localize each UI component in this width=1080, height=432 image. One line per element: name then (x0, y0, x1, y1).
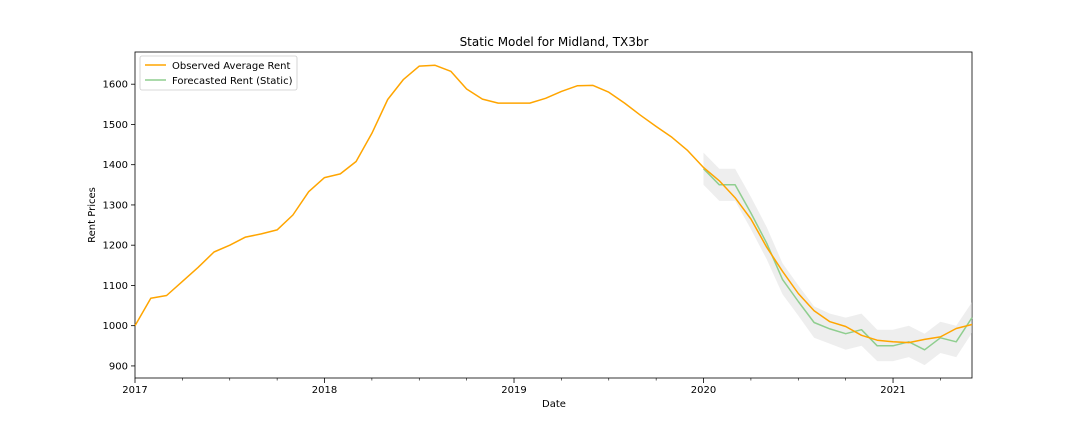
x-axis: 2017 2018 2019 2020 2021 (122, 378, 941, 396)
series-layer (134, 64, 973, 351)
x-tick-label: 2021 (880, 385, 905, 396)
y-tick-label: 900 (109, 361, 128, 372)
y-tick-label: 1200 (103, 241, 128, 252)
chart-title: Static Model for Midland, TX3br (460, 35, 649, 49)
y-axis: 900 1000 1100 1200 1300 1400 1500 1600 (103, 80, 135, 372)
y-tick-label: 1300 (103, 200, 128, 211)
legend-label-forecast: Forecasted Rent (Static) (172, 76, 293, 87)
legend-label-observed: Observed Average Rent (172, 61, 291, 72)
y-tick-label: 1500 (103, 120, 128, 131)
legend: Observed Average Rent Forecasted Rent (S… (139, 55, 298, 91)
y-axis-label: Rent Prices (87, 187, 98, 243)
y-tick-label: 1000 (103, 321, 128, 332)
y-tick-label: 1100 (103, 281, 128, 292)
x-tick-label: 2017 (122, 385, 147, 396)
confidence-band-layer (703, 152, 972, 366)
plot-frame (134, 51, 973, 379)
legend-box (139, 55, 298, 91)
series-line-observed (134, 64, 973, 344)
x-tick-label: 2018 (312, 385, 337, 396)
plot-area (134, 51, 973, 379)
x-tick-label: 2020 (691, 385, 716, 396)
y-tick-label: 1600 (103, 80, 128, 91)
x-axis-label: Date (542, 399, 566, 410)
forecast-confidence-band (703, 152, 972, 366)
x-tick-label: 2019 (501, 385, 526, 396)
series-line-forecast (702, 168, 973, 351)
y-tick-label: 1400 (103, 160, 128, 171)
